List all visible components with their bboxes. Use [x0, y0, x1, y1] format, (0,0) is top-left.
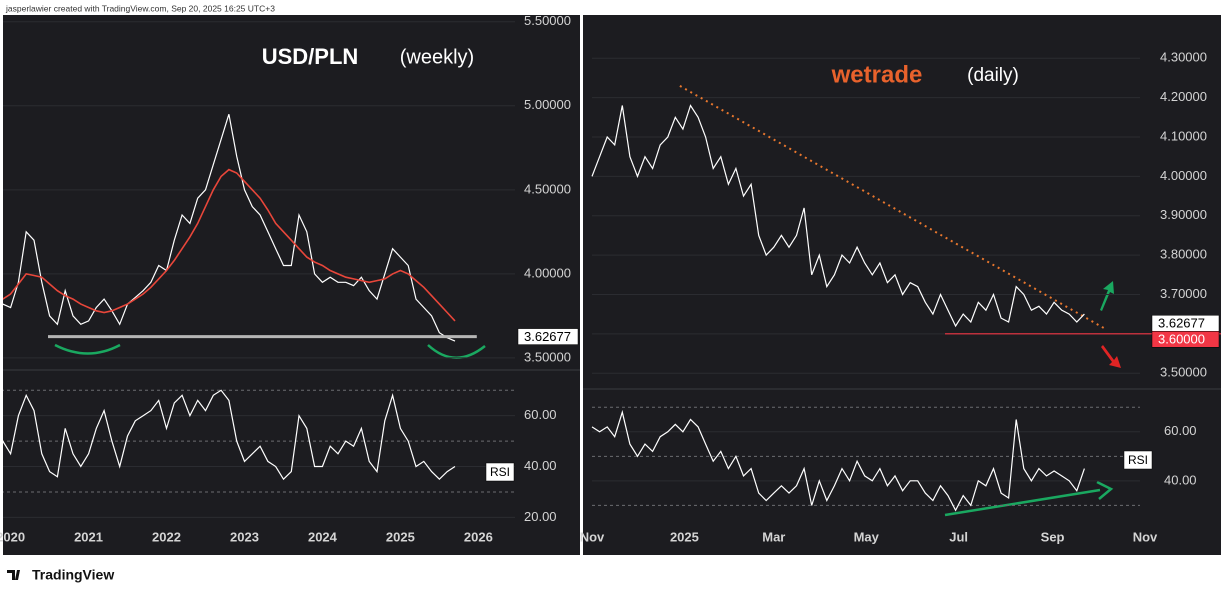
- y-tick-label: 4.20000: [1160, 89, 1207, 104]
- x-tick-label: 2022: [152, 529, 181, 544]
- x-tick-label: Nov: [1133, 529, 1158, 544]
- y-tick-label: 3.70000: [1160, 286, 1207, 301]
- y-tick-label: 3.50000: [1160, 365, 1207, 380]
- price-line: [3, 389, 456, 481]
- price-line: [3, 114, 456, 342]
- x-tick-label: 2021: [74, 529, 103, 544]
- y-tick-label: 4.30000: [1160, 50, 1207, 65]
- down-arrow: [1101, 345, 1121, 368]
- trendline: [679, 85, 1108, 331]
- footer-brand: TradingView: [32, 567, 114, 583]
- plot-area: [591, 406, 1140, 512]
- chart-subtitle: (weekly): [400, 46, 474, 68]
- price-line: [3, 168, 456, 322]
- x-tick-label: Nov: [580, 529, 605, 544]
- indicator-tag: RSI: [490, 465, 510, 479]
- price-label: 3.62677: [1158, 316, 1205, 331]
- y-tick-label: 40.00: [524, 458, 557, 473]
- x-axis: Nov 2025 Mar May Jul Sep Nov: [580, 529, 1158, 544]
- y-tick-label: 4.00000: [524, 265, 571, 280]
- indicator-tag: RSI: [1128, 453, 1148, 467]
- plot-area: [591, 57, 1140, 374]
- x-tick-label: May: [854, 529, 880, 544]
- x-tick-label: 2025: [670, 529, 699, 544]
- chart-title: USD/PLN: [262, 44, 359, 69]
- divergence-arrowhead: [1096, 480, 1114, 500]
- y-tick-label: 3.90000: [1160, 207, 1207, 222]
- chart-subtitle: (daily): [967, 65, 1019, 86]
- price-label: 3.62677: [524, 329, 571, 344]
- left-panel: [3, 15, 580, 555]
- divergence-line: [944, 488, 1101, 517]
- x-tick-label: Mar: [762, 529, 785, 544]
- y-tick-label: 5.00000: [524, 97, 571, 112]
- x-tick-label: 2023: [230, 529, 259, 544]
- y-tick-label: 4.00000: [1160, 168, 1207, 183]
- footer-logo: [7, 570, 20, 580]
- y-tick-label: 3.50000: [524, 349, 571, 364]
- up-arrow: [1100, 281, 1114, 311]
- x-tick-label: 2024: [308, 529, 338, 544]
- chart-title: wetrade: [831, 61, 923, 88]
- plot-area: [3, 389, 515, 518]
- y-tick-label: 60.00: [524, 407, 557, 422]
- plot-area: [3, 21, 515, 359]
- y-tick-label: 3.80000: [1160, 247, 1207, 262]
- price-line: [591, 104, 1085, 328]
- y-tick-label: 20.00: [524, 509, 557, 524]
- right-panel: [583, 15, 1221, 555]
- y-tick-label: 4.10000: [1160, 128, 1207, 143]
- y-tick-label: 60.00: [1164, 423, 1197, 438]
- y-tick-label: 40.00: [1164, 472, 1197, 487]
- y-tick-label: 4.50000: [524, 181, 571, 196]
- y-tick-label: 5.50000: [524, 13, 571, 28]
- support-arc: [54, 343, 121, 355]
- x-tick-label: 2026: [464, 529, 493, 544]
- price-label: 3.60000: [1158, 332, 1205, 347]
- indicator-tag-box: [485, 462, 515, 482]
- x-tick-label: Sep: [1041, 529, 1065, 544]
- price-label-box: [517, 328, 579, 345]
- x-tick-label: 2025: [386, 529, 415, 544]
- price-line: [591, 409, 1085, 512]
- indicator-tag-box: [1123, 450, 1153, 470]
- price-label-box: [1151, 331, 1220, 348]
- x-tick-label: Jul: [949, 529, 968, 544]
- header-credit: jasperlawier created with TradingView.co…: [5, 3, 275, 13]
